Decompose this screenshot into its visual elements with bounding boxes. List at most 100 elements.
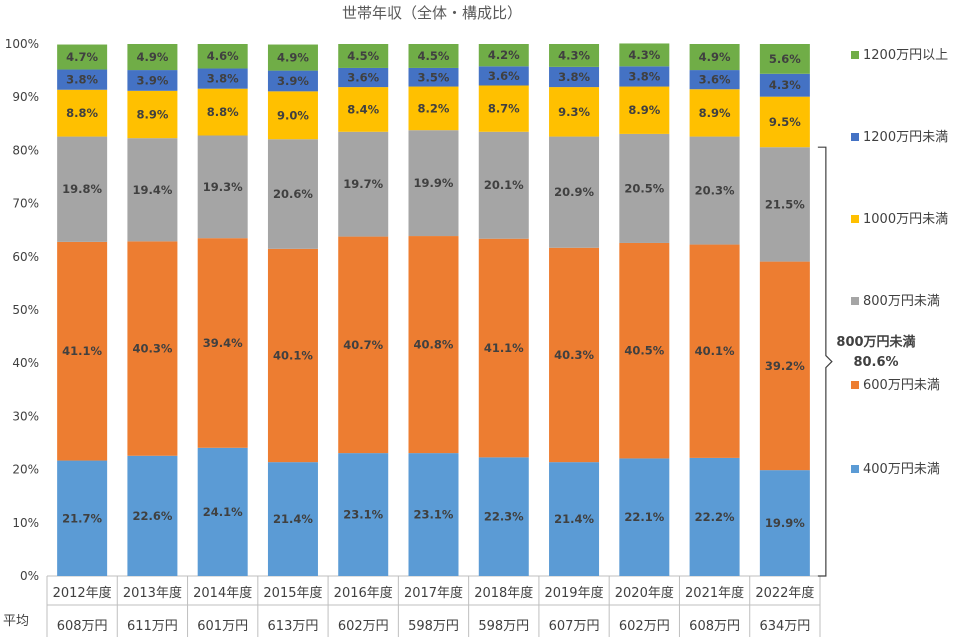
bar-segment xyxy=(408,130,459,237)
data-label: 3.8% xyxy=(558,70,590,84)
legend-swatch xyxy=(851,215,859,223)
y-tick-label: 80% xyxy=(12,143,39,157)
data-label: 8.9% xyxy=(136,107,168,121)
average-row-label: 平均 xyxy=(3,614,29,629)
annotation-value: 80.6% xyxy=(853,355,898,370)
bar-segment xyxy=(759,261,810,471)
data-label: 19.4% xyxy=(132,183,172,197)
data-label: 9.0% xyxy=(277,108,309,122)
y-tick-label: 20% xyxy=(12,463,39,477)
y-tick-label: 90% xyxy=(12,90,39,104)
data-label: 8.8% xyxy=(207,105,239,119)
bar-segment xyxy=(57,44,108,70)
average-value: 607万円 xyxy=(549,619,600,634)
bar-segment xyxy=(759,96,810,148)
data-label: 4.3% xyxy=(558,48,590,62)
data-label: 3.8% xyxy=(66,73,98,87)
average-value: 602万円 xyxy=(338,619,389,634)
bar-segment xyxy=(478,85,529,132)
data-label: 22.1% xyxy=(624,510,664,524)
data-label: 20.6% xyxy=(273,187,313,201)
data-label: 41.1% xyxy=(62,344,102,358)
bar-segment xyxy=(478,66,529,86)
bar-segment xyxy=(408,86,459,131)
average-value: 611万円 xyxy=(127,619,178,634)
data-label: 4.9% xyxy=(277,51,309,65)
data-label: 21.4% xyxy=(273,512,313,526)
bar-segment xyxy=(549,66,600,88)
average-value: 634万円 xyxy=(759,619,810,634)
bar-segment xyxy=(549,87,600,137)
average-value: 608万円 xyxy=(57,619,108,634)
legend-label: 800万円未満 xyxy=(863,294,940,309)
data-label: 3.6% xyxy=(347,71,379,85)
data-label: 20.1% xyxy=(484,178,524,192)
data-label: 3.5% xyxy=(418,70,450,84)
bar-segment xyxy=(127,70,178,91)
data-label: 3.8% xyxy=(207,72,239,86)
data-label: 5.6% xyxy=(769,52,801,66)
data-label: 19.9% xyxy=(414,176,454,190)
bar-segment xyxy=(338,453,389,576)
data-label: 40.3% xyxy=(554,348,594,362)
average-value: 598万円 xyxy=(478,619,529,634)
bar-segment xyxy=(197,238,248,448)
data-label: 19.7% xyxy=(343,177,383,191)
legend-label: 400万円未満 xyxy=(863,462,940,477)
data-label: 4.5% xyxy=(418,49,450,63)
data-label: 24.1% xyxy=(203,505,243,519)
annotation-bracket xyxy=(817,146,833,577)
x-tick-label: 2017年度 xyxy=(404,585,463,601)
bar-segment xyxy=(549,44,600,67)
data-label: 3.9% xyxy=(277,74,309,88)
y-tick-label: 10% xyxy=(12,516,39,530)
bar-segment xyxy=(197,68,248,89)
x-tick-label: 2019年度 xyxy=(544,585,603,601)
data-label: 4.3% xyxy=(769,78,801,92)
data-label: 22.6% xyxy=(132,509,172,523)
y-tick-label: 40% xyxy=(12,356,39,370)
bar-segment xyxy=(689,457,740,576)
x-tick-label: 2012年度 xyxy=(53,585,112,601)
bar-segment xyxy=(619,86,670,134)
bar-segment xyxy=(267,44,318,71)
x-tick-label: 2014年度 xyxy=(193,585,252,601)
bar-segment xyxy=(127,241,178,456)
x-tick-label: 2018年度 xyxy=(474,585,533,601)
bar-segment xyxy=(689,136,740,245)
legend-swatch xyxy=(851,465,859,473)
y-tick-label: 100% xyxy=(5,37,39,51)
bar-segment xyxy=(197,447,248,576)
average-value: 608万円 xyxy=(689,619,740,634)
data-label: 9.5% xyxy=(769,115,801,129)
data-label: 20.9% xyxy=(554,185,594,199)
data-label: 39.4% xyxy=(203,336,243,350)
bar-segment xyxy=(689,70,740,90)
data-label: 40.7% xyxy=(343,338,383,352)
data-label: 22.3% xyxy=(484,510,524,524)
y-tick-label: 70% xyxy=(12,197,39,211)
bar-segment xyxy=(338,131,389,237)
annotation-label: 800万円未満 xyxy=(836,334,915,350)
bar-segment xyxy=(127,44,178,71)
bar-segment xyxy=(267,91,318,140)
bar-segment xyxy=(619,43,670,67)
bar-segment xyxy=(689,89,740,137)
bar-segment xyxy=(478,238,529,458)
x-tick-label: 2015年度 xyxy=(263,585,322,601)
bar-segment xyxy=(197,44,248,69)
bar-segment xyxy=(338,67,389,88)
average-value: 598万円 xyxy=(408,619,459,634)
bar-segment xyxy=(338,44,389,68)
data-label: 20.3% xyxy=(695,184,735,198)
bar-segment xyxy=(57,69,108,90)
data-label: 8.4% xyxy=(347,102,379,116)
data-label: 9.3% xyxy=(558,105,590,119)
data-label: 19.9% xyxy=(765,516,805,530)
bar-segment xyxy=(338,87,389,132)
bar-segment xyxy=(759,147,810,262)
data-label: 23.1% xyxy=(414,508,454,522)
data-label: 20.5% xyxy=(624,181,664,195)
data-label: 21.4% xyxy=(554,512,594,526)
